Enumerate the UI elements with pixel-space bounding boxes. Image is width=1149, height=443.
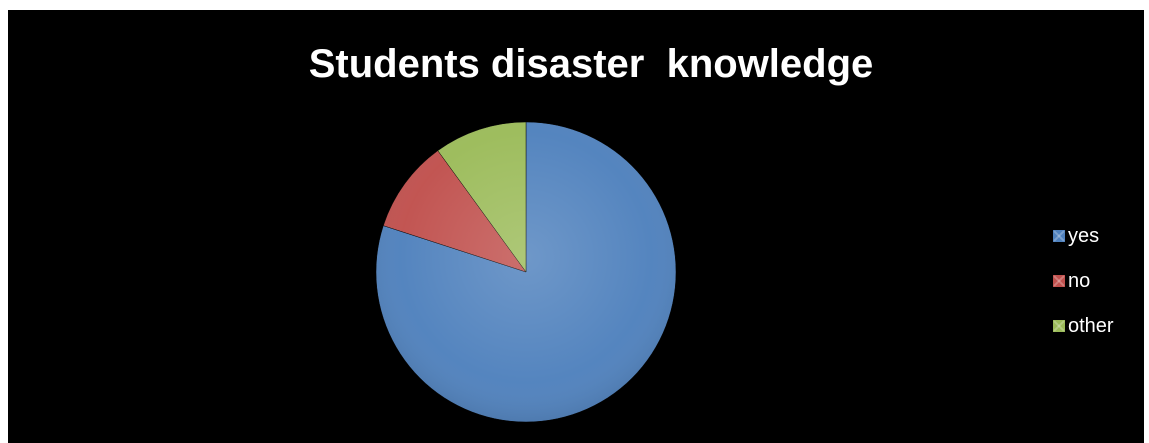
chart-legend: yes no other: [1053, 213, 1143, 348]
legend-label-no: no: [1068, 269, 1091, 292]
legend-label-yes: yes: [1068, 224, 1100, 247]
legend-swatch-other: [1053, 319, 1065, 332]
legend-item-other: other: [1053, 303, 1143, 348]
legend-item-no: no: [1053, 258, 1143, 303]
legend-swatch-no: [1053, 274, 1065, 287]
legend-swatch-yes: [1053, 229, 1065, 242]
chart-title: Students disaster knowledge: [308, 42, 874, 86]
pie-chart: [375, 121, 677, 423]
chart-frame: Students disaster knowledge yes no other: [8, 10, 1144, 443]
legend-label-other: other: [1068, 314, 1114, 337]
legend-item-yes: yes: [1053, 213, 1143, 258]
